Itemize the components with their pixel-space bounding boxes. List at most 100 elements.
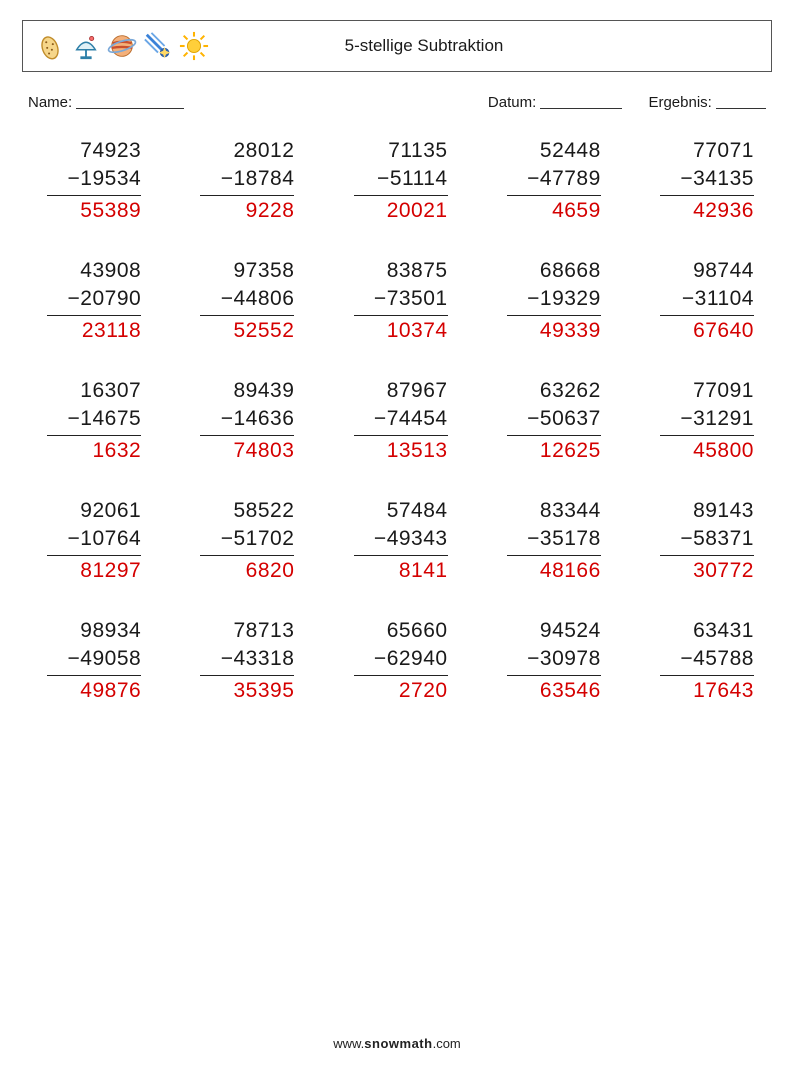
subtrahend: −51702 xyxy=(200,525,294,555)
answer: 49339 xyxy=(540,316,601,345)
problem: 97358−4480652552 xyxy=(171,257,316,345)
subtrahend: −34135 xyxy=(660,165,754,195)
answer: 12625 xyxy=(540,436,601,465)
minuend: 98934 xyxy=(80,617,141,645)
minuend: 83344 xyxy=(540,497,601,525)
answer: 48166 xyxy=(540,556,601,585)
problem: 65660−629402720 xyxy=(324,617,469,705)
answer: 49876 xyxy=(80,676,141,705)
subtrahend: −47789 xyxy=(507,165,601,195)
problem: 71135−5111420021 xyxy=(324,137,469,225)
problem: 83875−7350110374 xyxy=(324,257,469,345)
footer-suffix: .com xyxy=(433,1036,461,1051)
answer: 10374 xyxy=(387,316,448,345)
answer: 23118 xyxy=(82,316,141,345)
answer: 13513 xyxy=(387,436,448,465)
minuend: 65660 xyxy=(387,617,448,645)
problem: 94524−3097863546 xyxy=(478,617,623,705)
minuend: 87967 xyxy=(387,377,448,405)
subtrahend: −74454 xyxy=(354,405,448,435)
answer: 6820 xyxy=(246,556,295,585)
date-field: Datum: xyxy=(488,92,623,111)
subtrahend: −20790 xyxy=(47,285,141,315)
subtrahend: −19329 xyxy=(507,285,601,315)
minuend: 97358 xyxy=(233,257,294,285)
name-label: Name: xyxy=(28,94,72,111)
problem: 78713−4331835395 xyxy=(171,617,316,705)
problem: 92061−1076481297 xyxy=(18,497,163,585)
date-label: Datum: xyxy=(488,94,536,111)
minuend: 63262 xyxy=(540,377,601,405)
problem: 83344−3517848166 xyxy=(478,497,623,585)
answer: 63546 xyxy=(540,676,601,705)
subtrahend: −73501 xyxy=(354,285,448,315)
icon-row xyxy=(35,31,209,61)
answer: 9228 xyxy=(246,196,295,225)
problem: 87967−7445413513 xyxy=(324,377,469,465)
minuend: 28012 xyxy=(233,137,294,165)
minuend: 71135 xyxy=(388,137,447,165)
problem: 77071−3413542936 xyxy=(631,137,776,225)
problem: 58522−517026820 xyxy=(171,497,316,585)
minuend: 89143 xyxy=(693,497,754,525)
subtrahend: −18784 xyxy=(200,165,294,195)
subtrahend: −45788 xyxy=(660,645,754,675)
subtrahend: −30978 xyxy=(507,645,601,675)
minuend: 92061 xyxy=(80,497,141,525)
answer: 52552 xyxy=(233,316,294,345)
problem: 68668−1932949339 xyxy=(478,257,623,345)
subtrahend: −50637 xyxy=(507,405,601,435)
comet-icon xyxy=(143,31,173,61)
minuend: 43908 xyxy=(80,257,141,285)
answer: 8141 xyxy=(399,556,448,585)
subtrahend: −62940 xyxy=(354,645,448,675)
name-blank[interactable] xyxy=(76,94,184,109)
score-label: Ergebnis: xyxy=(648,94,711,111)
subtrahend: −31291 xyxy=(660,405,754,435)
minuend: 83875 xyxy=(387,257,448,285)
answer: 2720 xyxy=(399,676,448,705)
score-blank[interactable] xyxy=(716,94,766,109)
subtrahend: −14675 xyxy=(47,405,141,435)
minuend: 63431 xyxy=(693,617,754,645)
answer: 35395 xyxy=(233,676,294,705)
problem: 89143−5837130772 xyxy=(631,497,776,585)
answer: 20021 xyxy=(387,196,448,225)
almond-icon xyxy=(35,31,65,61)
problem: 98934−4905849876 xyxy=(18,617,163,705)
subtrahend: −58371 xyxy=(660,525,754,555)
subtrahend: −10764 xyxy=(47,525,141,555)
subtrahend: −49343 xyxy=(354,525,448,555)
problem: 57484−493438141 xyxy=(324,497,469,585)
answer: 1632 xyxy=(92,436,141,465)
name-field: Name: xyxy=(28,92,184,111)
sun-icon xyxy=(179,31,209,61)
minuend: 16307 xyxy=(80,377,141,405)
subtrahend: −44806 xyxy=(200,285,294,315)
footer: www.snowmath.com xyxy=(0,1036,794,1051)
minuend: 57484 xyxy=(387,497,448,525)
problem: 52448−477894659 xyxy=(478,137,623,225)
answer: 55389 xyxy=(80,196,141,225)
answer: 17643 xyxy=(693,676,754,705)
header-box: 5-stellige Subtraktion xyxy=(22,20,772,72)
problem: 28012−187849228 xyxy=(171,137,316,225)
minuend: 77071 xyxy=(693,137,754,165)
problem: 89439−1463674803 xyxy=(171,377,316,465)
problem: 16307−146751632 xyxy=(18,377,163,465)
score-field: Ergebnis: xyxy=(648,92,766,111)
answer: 81297 xyxy=(80,556,141,585)
minuend: 94524 xyxy=(540,617,601,645)
subtrahend: −35178 xyxy=(507,525,601,555)
answer: 30772 xyxy=(693,556,754,585)
minuend: 98744 xyxy=(693,257,754,285)
subtrahend: −19534 xyxy=(47,165,141,195)
problem: 77091−3129145800 xyxy=(631,377,776,465)
answer: 67640 xyxy=(693,316,754,345)
answer: 45800 xyxy=(693,436,754,465)
date-blank[interactable] xyxy=(540,94,622,109)
minuend: 74923 xyxy=(80,137,141,165)
subtrahend: −31104 xyxy=(660,285,754,315)
answer: 42936 xyxy=(693,196,754,225)
minuend: 68668 xyxy=(540,257,601,285)
